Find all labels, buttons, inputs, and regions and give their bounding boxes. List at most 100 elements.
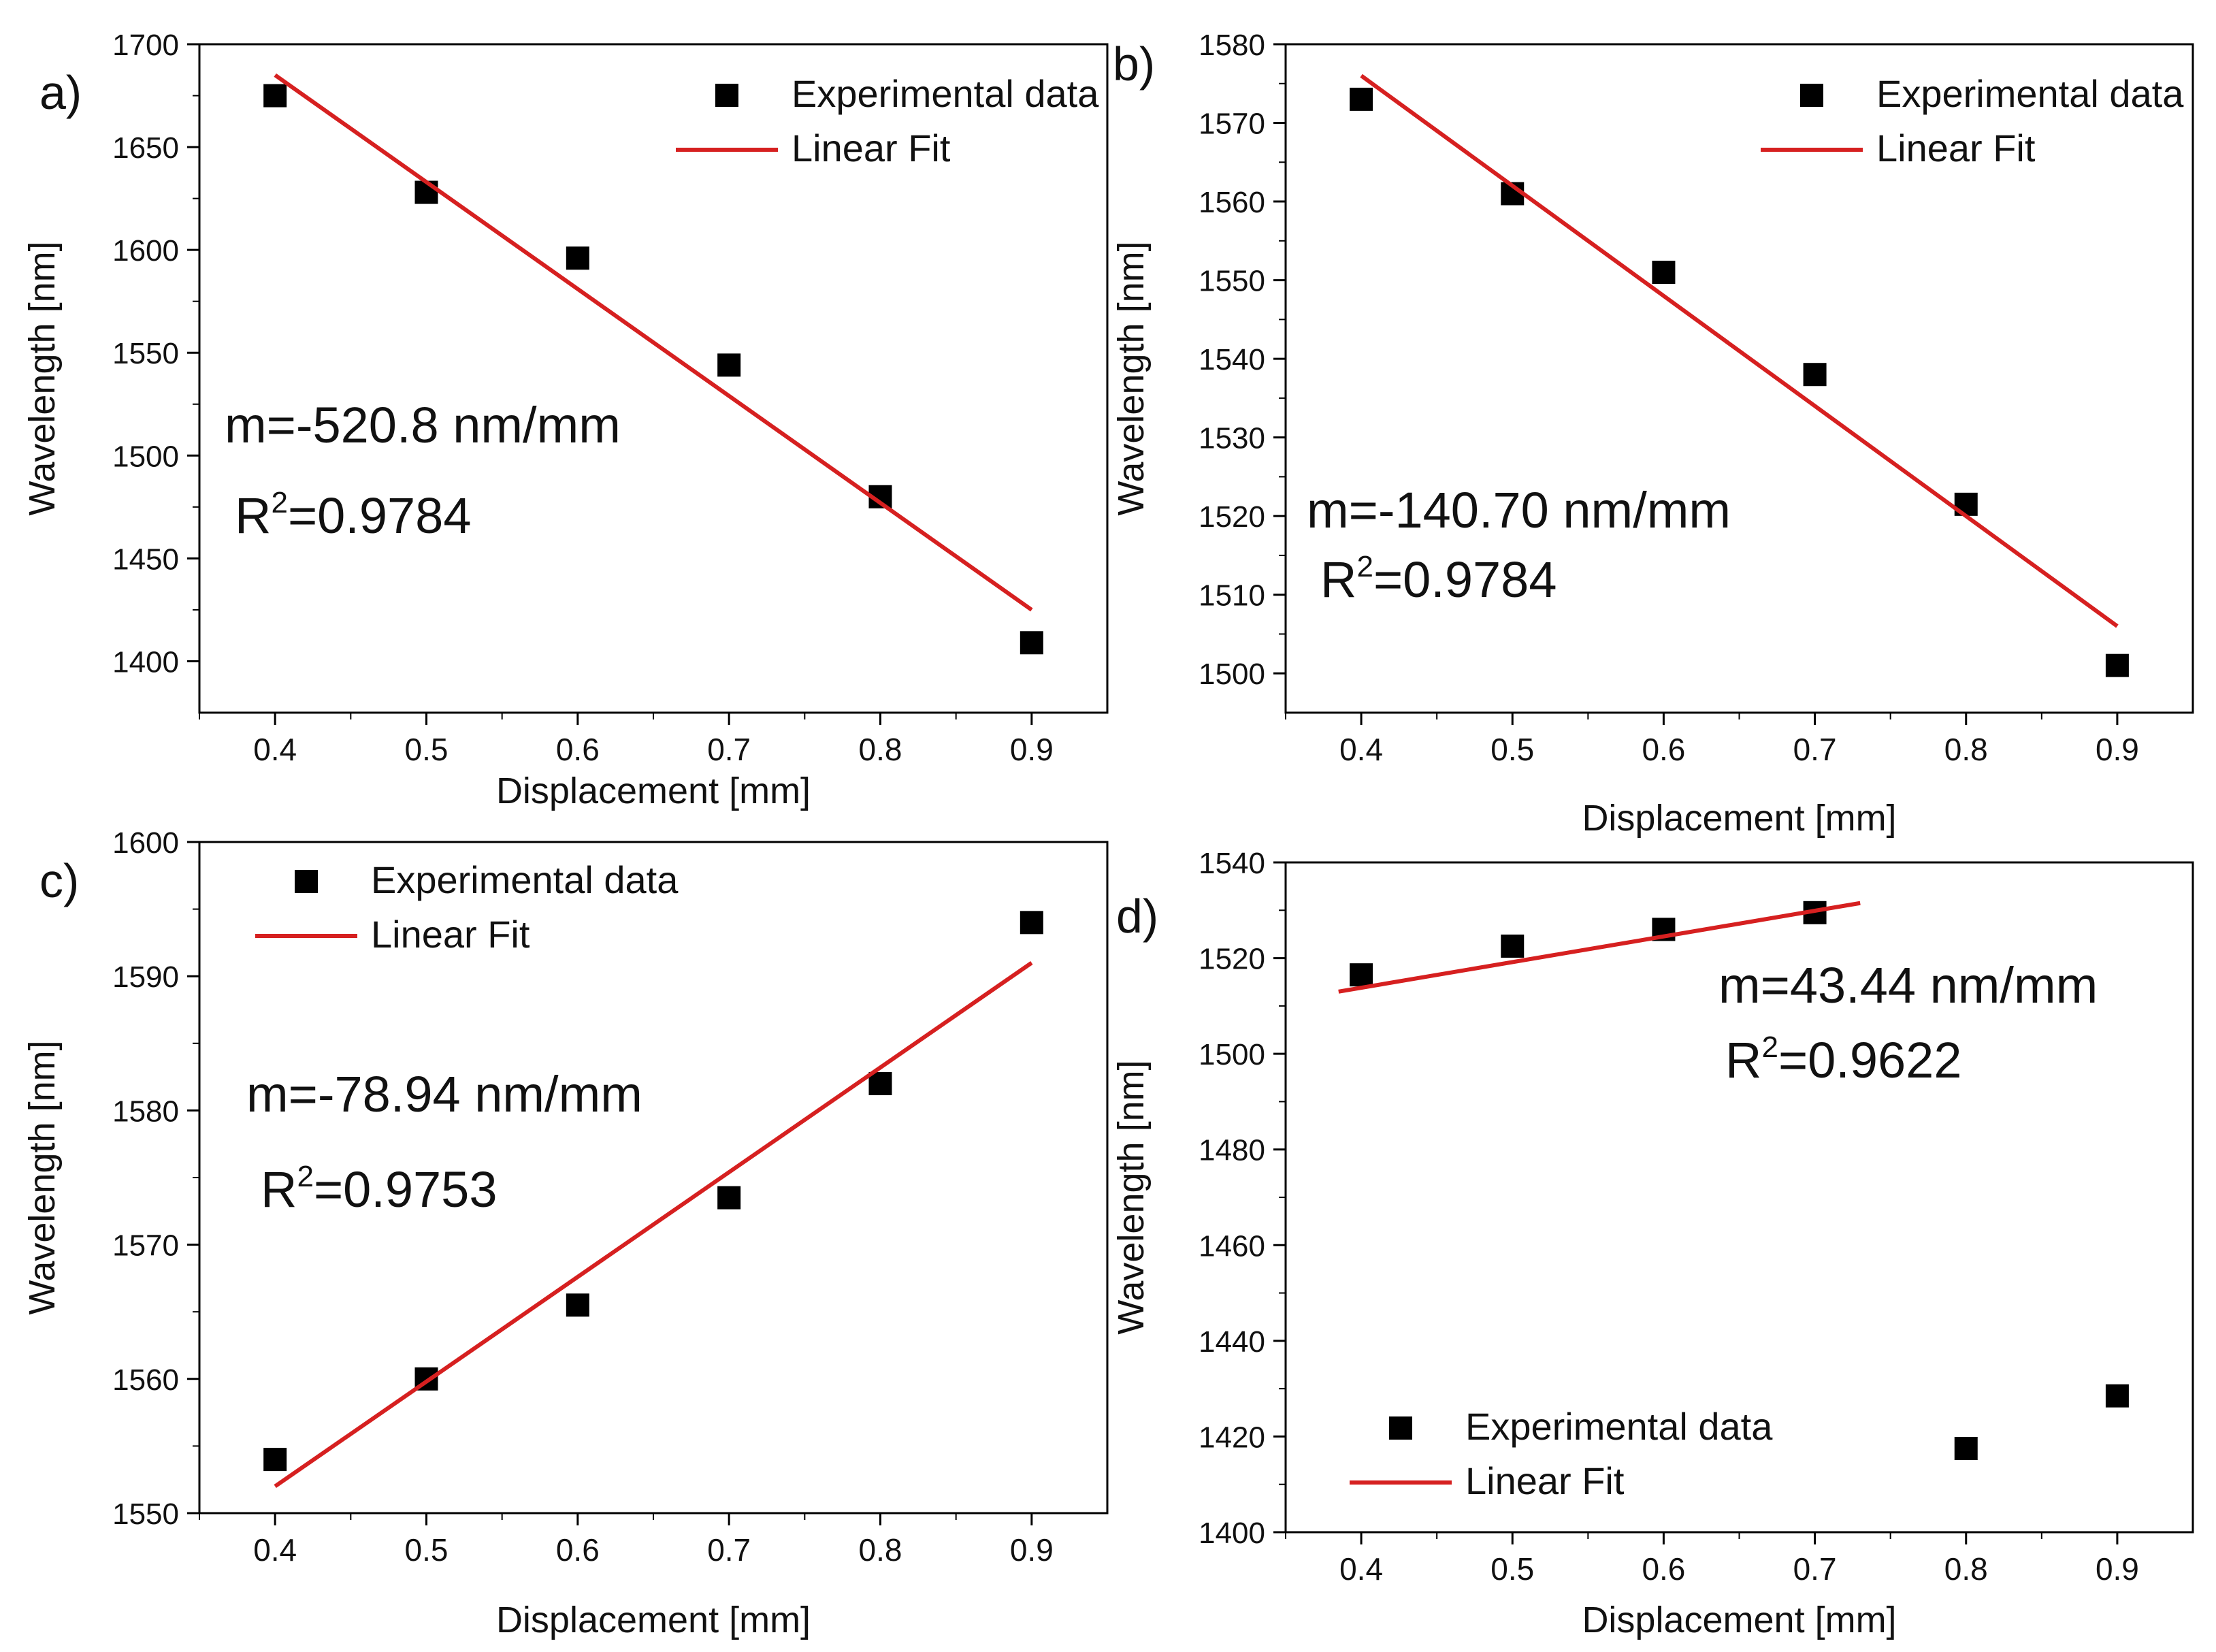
chart-panel-c: 0.4 0.5 0.6 0.7 0.8 0.9 1550 1560 1570 1580 1590 16…	[22, 826, 1109, 1640]
r2-superscript: 2	[1761, 1031, 1778, 1064]
x-tick-label: 0.8	[1944, 732, 1988, 767]
y-tick-label: 1570	[112, 1229, 179, 1263]
x-tick-label: 0.9	[1010, 1532, 1054, 1568]
legend-marker-square	[715, 84, 738, 107]
chart-panel-b: 0.4 0.5 0.6 0.7 0.8 0.9 1500 1510 1520 1530 1540 15…	[1111, 29, 2194, 839]
r-squared-annotation: R2=0.9622	[1725, 1031, 1962, 1088]
data-point	[414, 180, 438, 204]
x-tick-label: 0.9	[1010, 732, 1054, 767]
r2-superscript: 2	[271, 486, 287, 519]
x-tick-label: 0.4	[1339, 732, 1383, 767]
data-point	[263, 84, 287, 108]
data-point	[1350, 87, 1373, 111]
legend: Experimental data Linear Fit	[676, 72, 1099, 169]
legend-label-fit: Linear Fit	[1465, 1459, 1625, 1502]
x-axis-label: Displacement [mm]	[1582, 1600, 1896, 1640]
y-tick-label: 1580	[1199, 29, 1265, 62]
y-tick-label: 1600	[112, 234, 179, 268]
x-tick-label: 0.8	[859, 732, 902, 767]
y-axis-label: Wavelength [nm]	[1111, 241, 1152, 515]
r-squared-annotation: R2=0.9784	[235, 486, 472, 544]
r2-symbol: R	[1725, 1032, 1761, 1088]
r2-superscript: 2	[1356, 550, 1373, 583]
y-tick-label: 1590	[112, 960, 179, 994]
y-tick-label: 1500	[1199, 658, 1265, 691]
y-tick-label: 1550	[1199, 265, 1265, 298]
data-point	[1501, 935, 1525, 958]
x-tick-label: 0.7	[707, 1532, 751, 1568]
r-squared-annotation: R2=0.9784	[1320, 550, 1557, 608]
x-tick-label: 0.5	[405, 732, 449, 767]
linear-fit-line	[274, 73, 1033, 612]
x-axis-label: Displacement [mm]	[496, 771, 811, 811]
data-point	[717, 1186, 741, 1210]
r-squared-annotation: R2=0.9753	[261, 1160, 498, 1218]
data-point	[263, 1448, 287, 1472]
x-axis-label: Displacement [mm]	[1582, 798, 1896, 839]
y-tick-label: 1450	[112, 542, 179, 576]
legend-marker-square	[295, 870, 318, 893]
linear-fit-line	[1338, 901, 1861, 994]
y-tick-label: 1530	[1199, 422, 1265, 455]
r2-value: =0.9784	[1373, 551, 1557, 608]
y-tick-label: 1700	[112, 29, 179, 62]
data-point	[566, 246, 589, 270]
y-tick-label: 1510	[1199, 579, 1265, 613]
legend: Experimental data Linear Fit	[255, 858, 679, 956]
x-tick-label: 0.5	[405, 1532, 449, 1568]
y-tick-label: 1500	[1199, 1038, 1265, 1071]
x-tick-label: 0.7	[1793, 732, 1837, 767]
legend: Experimental data Linear Fit	[1350, 1405, 1773, 1502]
data-point	[1652, 261, 1676, 285]
legend-marker-square	[1800, 84, 1823, 107]
r2-value: =0.9753	[314, 1161, 498, 1218]
data-point	[1803, 363, 1827, 387]
y-tick-label: 1480	[1199, 1134, 1265, 1167]
x-tick-label: 0.8	[859, 1532, 902, 1568]
slope-annotation: m=43.44 nm/mm	[1718, 957, 2098, 1014]
x-tick-label: 0.4	[1339, 1551, 1383, 1587]
data-point	[1020, 911, 1043, 935]
data-point	[1350, 963, 1373, 987]
y-tick-label: 1520	[1199, 943, 1265, 976]
x-tick-label: 0.9	[2096, 732, 2139, 767]
slope-annotation: m=-520.8 nm/mm	[225, 397, 621, 453]
y-tick-label: 1550	[112, 337, 179, 370]
linear-fit-line	[1360, 74, 2119, 628]
x-tick-label: 0.4	[253, 1532, 297, 1568]
legend-label-experimental: Experimental data	[371, 858, 679, 901]
x-tick-label: 0.7	[1793, 1551, 1837, 1587]
chart-panel-a: 0.4 0.5 0.6 0.7 0.8 0.9 1400 1450 1500 1550 1600 16…	[22, 29, 1109, 811]
y-tick-label: 1540	[1199, 847, 1265, 880]
legend-label-fit: Linear Fit	[1876, 127, 2036, 169]
y-axis-label: Wavelength [nm]	[22, 241, 63, 515]
panel-label: a)	[39, 66, 82, 119]
y-tick-label: 1650	[112, 131, 179, 165]
y-tick-label: 1550	[112, 1497, 179, 1531]
y-axis-label: Wavelength [nm]	[1111, 1060, 1152, 1334]
y-tick-label: 1440	[1199, 1325, 1265, 1359]
y-axis-label: Wavelength [nm]	[22, 1040, 63, 1314]
linear-fit-line	[274, 961, 1033, 1489]
y-tick-label: 1570	[1199, 108, 1265, 141]
y-tick-label: 1540	[1199, 343, 1265, 376]
y-tick-label: 1580	[112, 1095, 179, 1128]
r2-value: =0.9622	[1778, 1032, 1962, 1088]
panel-label: b)	[1113, 37, 1155, 91]
r2-symbol: R	[261, 1161, 297, 1218]
legend-label-experimental: Experimental data	[1465, 1405, 1773, 1448]
x-tick-label: 0.6	[556, 732, 600, 767]
legend-label-experimental: Experimental data	[1876, 72, 2184, 115]
y-tick-label: 1420	[1199, 1421, 1265, 1454]
r2-superscript: 2	[297, 1160, 313, 1193]
x-tick-label: 0.7	[707, 732, 751, 767]
data-point	[1954, 1437, 1978, 1460]
slope-annotation: m=-78.94 nm/mm	[246, 1066, 642, 1122]
x-axis-label: Displacement [mm]	[496, 1600, 811, 1640]
y-tick-label: 1560	[112, 1363, 179, 1397]
y-tick-label: 1600	[112, 826, 179, 860]
x-tick-label: 0.6	[1642, 1551, 1685, 1587]
y-tick-label: 1460	[1199, 1229, 1265, 1263]
r2-symbol: R	[1320, 551, 1356, 608]
slope-annotation: m=-140.70 nm/mm	[1307, 482, 1731, 538]
